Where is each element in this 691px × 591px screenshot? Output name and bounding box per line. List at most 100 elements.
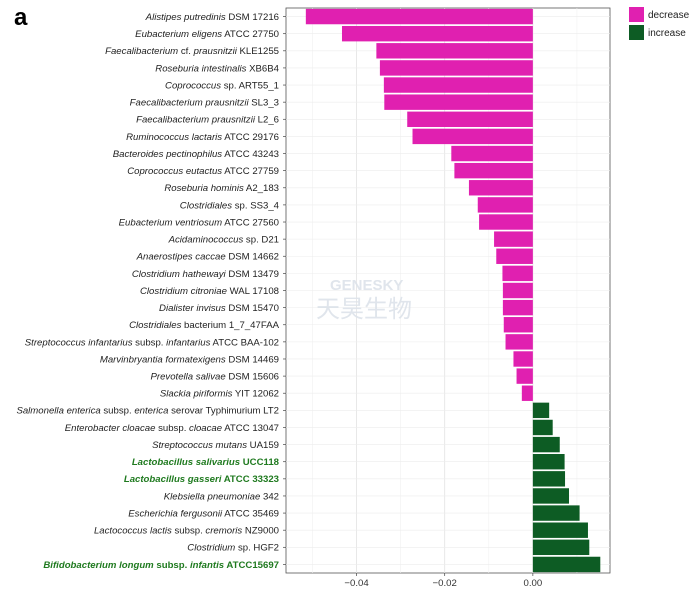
category-label-part: enterica [134,406,168,417]
bar-27 [532,454,565,470]
category-label-part: Clostridiales [129,320,181,331]
bar-1 [305,8,533,25]
bar-5 [383,77,533,93]
category-label-part: NZ9000 [242,526,279,537]
category-label-part: subsp. [154,560,190,571]
category-label-part: bacterium 1_7_47FAA [181,320,279,331]
category-label-26: Streptococcus mutans UA159 [152,440,279,451]
legend-label-decrease: decrease [648,10,690,21]
category-label-part: XB6B4 [246,63,279,74]
category-label-part: Clostridium [187,543,235,554]
legend-swatch-increase [629,25,644,40]
category-label-17: Clostridium citroniae WAL 17108 [140,286,279,297]
category-label-part: serovar Typhimurium LT2 [168,406,279,417]
x-tick-label: 0.00 [524,578,543,589]
category-label-part: DSM 13479 [226,269,279,280]
category-label-part: DSM 17216 [226,12,279,23]
category-label-part: ATCC 35469 [222,508,279,519]
category-label-part: A2_183 [244,183,279,194]
category-label-part: cloacae [189,423,222,434]
category-label-part: subsp. [133,337,167,348]
category-label-4: Roseburia intestinalis XB6B4 [155,63,279,74]
category-label-part: Bifidobacterium longum [43,560,154,571]
category-label-part: L2_6 [255,115,279,126]
category-label-12: Clostridiales sp. SS3_4 [180,200,280,211]
bar-6 [384,94,533,110]
bar-23 [521,385,533,401]
bar-11 [468,180,533,196]
category-label-part: Faecalibacterium prausnitzii [130,98,250,109]
category-label-part: sp. ART55_1 [221,80,279,91]
bar-2 [341,25,533,42]
category-label-part: Clostridiales [180,200,232,211]
category-label-9: Bacteroides pectinophilus ATCC 43243 [113,149,279,160]
category-label-part: ATCC 29176 [222,132,279,143]
bar-26 [532,436,560,453]
category-label-part: ATCC 27759 [222,166,279,177]
category-label-1: Alistipes putredinis DSM 17216 [145,12,279,23]
category-label-part: Eubacterium eligens [135,29,222,40]
panel-label: a [14,4,28,31]
category-label-15: Anaerostipes caccae DSM 14662 [136,252,279,263]
bar-29 [532,488,570,504]
category-label-part: Anaerostipes caccae [136,252,226,263]
category-label-25: Enterobacter cloacae subsp. cloacae ATCC… [65,423,279,434]
bar-21 [513,351,533,367]
category-label-part: Clostridium hathewayi [132,269,227,280]
category-label-part: Streptococcus infantarius [25,337,133,348]
category-label-part: Dialister invisus [159,303,226,314]
bar-3 [376,43,533,59]
category-label-part: subsp. [101,406,135,417]
category-label-11: Roseburia hominis A2_183 [164,183,279,194]
bar-18 [502,299,533,316]
category-label-part: infantarius [166,337,210,348]
category-label-13: Eubacterium ventriosum ATCC 27560 [119,217,279,228]
category-label-part: subsp. [155,423,189,434]
category-label-part: 342 [260,491,279,502]
category-label-part: Acidaminococcus [168,235,244,246]
category-label-part: ATCC15697 [224,560,279,571]
watermark-line1: GENESKY [330,277,403,294]
category-label-20: Streptococcus infantarius subsp. infanta… [25,337,279,348]
category-label-24: Salmonella enterica subsp. enterica sero… [16,406,279,417]
bar-8 [412,128,533,145]
category-label-part: SL3_3 [249,98,279,109]
category-label-22: Prevotella salivae DSM 15606 [150,372,279,383]
category-label-part: Coprococcus eutactus [127,166,222,177]
category-label-23: Slackia piriformis YIT 12062 [160,389,279,400]
category-label-part: YIT 12062 [232,389,279,400]
watermark: GENESKY 天昊生物 [316,277,412,323]
category-label-part: KLE1255 [237,46,279,57]
category-label-part: Lactobacillus salivarius [132,457,240,468]
bar-7 [407,111,533,127]
category-label-2: Eubacterium eligens ATCC 27750 [135,29,279,40]
category-label-part: Streptococcus mutans [152,440,247,451]
category-label-33: Bifidobacterium longum subsp. infantis A… [43,560,279,571]
bar-32 [532,539,590,556]
bar-24 [532,402,550,419]
bar-16 [502,265,533,282]
category-label-part: infantis [190,560,224,571]
category-label-5: Coprococcus sp. ART55_1 [165,80,279,91]
category-label-part: Escherichia fergusonii [128,508,223,519]
category-label-part: Clostridium citroniae [140,286,227,297]
category-label-part: WAL 17108 [227,286,279,297]
category-label-part: sp. HGF2 [235,543,279,554]
bar-31 [532,522,588,538]
legend-swatch-decrease [629,7,644,22]
category-label-part: DSM 14662 [226,252,279,263]
category-label-part: Roseburia intestinalis [155,63,246,74]
bar-22 [516,368,533,384]
bar-14 [494,231,533,247]
category-label-part: sp. D21 [243,235,279,246]
category-label-32: Clostridium sp. HGF2 [187,543,279,554]
category-labels: Alistipes putredinis DSM 17216 Eubacteriu… [16,12,286,571]
x-axis: −0.04 −0.02 0.00 [344,573,542,589]
category-label-7: Faecalibacterium prausnitzii L2_6 [136,115,279,126]
bar-10 [454,162,533,179]
category-label-part: cremoris [205,526,242,537]
category-label-part: DSM 15606 [226,372,279,383]
legend: decrease increase [629,7,690,40]
category-label-part: Faecalibacterium [105,46,178,57]
category-label-21: Marvinbryantia formatexigens DSM 14469 [100,354,279,365]
